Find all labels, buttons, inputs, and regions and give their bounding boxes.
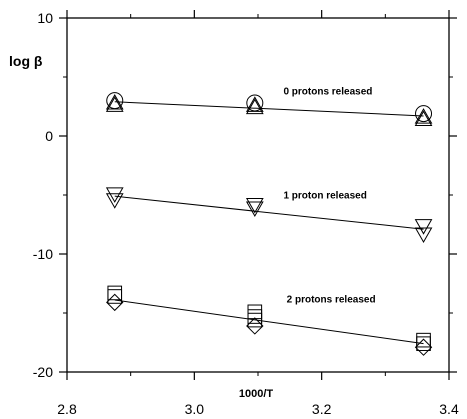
y-tick-label: 0 [45, 128, 53, 144]
fit-line [114, 195, 424, 230]
triangle-up-marker [414, 108, 433, 124]
axes: 2.8 3.0 3.2 3.4 -20 -10 0 10 [33, 10, 459, 417]
diamond-marker [246, 317, 264, 335]
triangle-down-marker [105, 187, 124, 203]
diamond-marker [414, 338, 433, 356]
triangle-down-marker [105, 193, 124, 209]
y-axis-title: log β [9, 53, 43, 69]
square-marker [107, 289, 123, 304]
triangle-down-marker [245, 197, 264, 214]
fit-lines [114, 101, 424, 345]
x-tick-label: 2.8 [57, 401, 77, 417]
series-annotation: 0 protons released [283, 87, 372, 98]
triangle-up-marker [245, 98, 264, 115]
circle-marker [415, 105, 433, 123]
x-tick-label: 3.0 [185, 401, 205, 417]
square-marker [416, 336, 431, 351]
fit-line [114, 101, 424, 117]
triangle-down-marker [414, 219, 433, 235]
series-annotation: 2 protons released [287, 294, 376, 305]
annotations: 0 protons released 1 proton released 2 pro… [283, 87, 375, 306]
triangle-down-marker [414, 227, 433, 243]
x-tick-label: 3.2 [312, 401, 332, 417]
triangle-down-marker [245, 201, 264, 217]
y-tick-label: -20 [33, 364, 53, 380]
series-annotation: 1 proton released [283, 191, 366, 202]
square-marker [247, 312, 263, 328]
fit-line [114, 299, 424, 345]
y-tick-label: 10 [37, 10, 53, 26]
x-axis-title: 1000/T [239, 388, 274, 400]
x-tick-label: 3.4 [439, 401, 459, 417]
triangle-up-marker [414, 110, 433, 126]
diamond-marker [106, 293, 124, 312]
triangle-up-marker [105, 96, 124, 112]
triangle-up-marker [105, 93, 124, 110]
y-tick-label: -10 [33, 246, 53, 262]
data-points [105, 92, 433, 356]
triangle-up-marker [245, 96, 264, 112]
